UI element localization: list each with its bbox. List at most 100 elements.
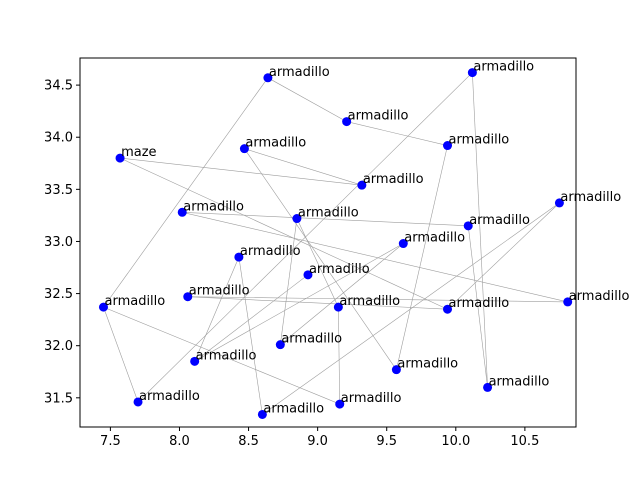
point-label: armadillo <box>397 357 458 372</box>
data-point <box>177 207 187 217</box>
point-label: armadillo <box>298 206 359 221</box>
point-label: armadillo <box>245 136 306 151</box>
connection-line <box>296 218 339 308</box>
data-point <box>563 297 573 307</box>
point-label: armadillo <box>339 294 400 309</box>
connection-lines <box>103 72 568 415</box>
x-tick-label: 9.5 <box>376 434 397 449</box>
connection-line <box>238 257 263 415</box>
y-axis-ticks: 31.5 32.0 32.5 33.0 33.5 34.0 34.5 <box>44 79 80 406</box>
point-label: armadillo <box>449 296 510 311</box>
y-tick-label: 34.0 <box>44 131 73 146</box>
connection-line <box>182 211 568 303</box>
data-point <box>292 214 302 224</box>
data-point <box>115 153 125 163</box>
data-point <box>183 292 193 302</box>
point-label: armadillo <box>473 60 534 75</box>
connection-line <box>346 121 448 146</box>
connection-line <box>103 77 269 308</box>
connection-line <box>187 296 448 310</box>
plot-area-frame <box>79 57 577 428</box>
connection-line <box>267 77 347 122</box>
point-label: armadillo <box>469 213 530 228</box>
x-tick-label: 9.0 <box>307 434 328 449</box>
data-point <box>483 382 493 392</box>
point-label: armadillo <box>560 190 621 205</box>
x-tick-label: 8.0 <box>169 434 190 449</box>
data-point <box>303 270 313 280</box>
connection-line <box>187 296 568 303</box>
data-point <box>342 117 352 127</box>
point-label: armadillo <box>189 284 250 299</box>
point-label: maze <box>121 145 156 160</box>
data-point <box>234 252 244 262</box>
y-tick-label: 31.5 <box>44 391 73 406</box>
data-point <box>554 198 564 208</box>
data-point <box>391 365 401 375</box>
connection-line <box>396 145 448 370</box>
y-tick-label: 32.5 <box>44 287 73 302</box>
data-point <box>467 68 477 78</box>
connection-line <box>280 218 298 345</box>
connection-line <box>119 157 448 310</box>
x-tick-label: 8.5 <box>238 434 259 449</box>
data-point <box>463 221 473 231</box>
y-tick-label: 34.5 <box>44 79 73 94</box>
connection-line <box>280 243 404 345</box>
data-point <box>333 302 343 312</box>
y-tick-label: 32.0 <box>44 339 73 354</box>
data-point <box>335 399 345 409</box>
point-label: armadillo <box>404 231 465 246</box>
connection-line <box>338 307 341 405</box>
x-tick-label: 10.5 <box>510 434 539 449</box>
data-point <box>357 180 367 190</box>
point-label: armadillo <box>240 244 301 259</box>
x-axis-ticks: 7.5 8.0 8.5 9.0 9.5 10.0 10.5 <box>100 427 539 449</box>
point-labels: armadillo armadillo armadillo armadillo maze… <box>104 60 629 417</box>
data-point <box>275 340 285 350</box>
data-points <box>98 68 573 419</box>
point-label: armadillo <box>263 401 324 416</box>
data-point <box>263 73 273 83</box>
point-label: armadillo <box>281 332 342 347</box>
point-label: armadillo <box>348 109 409 124</box>
connection-line <box>194 243 404 362</box>
point-label: armadillo <box>183 199 244 214</box>
connection-line <box>467 225 488 388</box>
point-label: armadillo <box>489 374 550 389</box>
connection-line <box>120 157 362 186</box>
connection-line <box>137 72 473 403</box>
point-label: armadillo <box>363 172 424 187</box>
point-label: armadillo <box>569 289 630 304</box>
data-point <box>133 397 143 407</box>
y-tick-label: 33.5 <box>44 183 73 198</box>
connection-line <box>262 202 560 415</box>
data-point <box>239 144 249 154</box>
data-point <box>190 356 200 366</box>
point-label: armadillo <box>309 262 370 277</box>
connection-line <box>103 307 139 403</box>
data-point <box>443 141 453 151</box>
x-tick-label: 10.0 <box>441 434 470 449</box>
point-label: armadillo <box>341 391 402 406</box>
point-label: armadillo <box>269 65 330 80</box>
point-label: armadillo <box>196 348 257 363</box>
data-point <box>398 239 408 249</box>
connection-line <box>472 72 488 388</box>
data-point <box>257 409 267 419</box>
connection-line <box>194 256 240 362</box>
connection-line <box>244 148 362 186</box>
connection-line <box>447 202 560 310</box>
data-point <box>443 304 453 314</box>
point-label: armadillo <box>139 389 200 404</box>
connection-line <box>244 148 397 370</box>
point-label: armadillo <box>449 133 510 148</box>
y-tick-label: 33.0 <box>44 235 73 250</box>
data-point <box>98 302 108 312</box>
connection-line <box>103 306 340 405</box>
connection-line <box>194 274 309 362</box>
x-tick-label: 7.5 <box>100 434 121 449</box>
connection-line <box>182 211 469 227</box>
point-label: armadillo <box>104 294 165 309</box>
